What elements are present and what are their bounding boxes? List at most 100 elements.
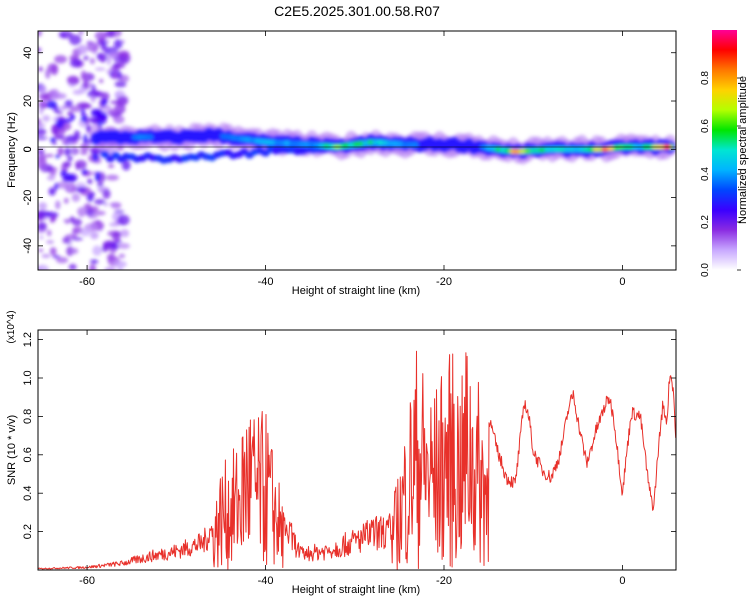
spectrogram-blob	[91, 90, 104, 97]
spectrogram-blob	[96, 187, 110, 191]
spectrogram-blob	[110, 243, 120, 250]
spectrogram-blob	[63, 161, 72, 168]
spectrogram-blob	[92, 245, 102, 256]
spectrogram-blob	[89, 57, 96, 65]
spectrogram-blob	[38, 31, 42, 37]
spectrogram-blob	[67, 155, 73, 162]
spectrogram-blob	[83, 55, 89, 61]
spectrogram-blob	[80, 70, 87, 81]
spectrogram-blob	[105, 31, 116, 38]
spectrogram-blob	[113, 115, 125, 124]
spectrogram-blob	[38, 123, 46, 128]
spectrogram-blob	[38, 153, 47, 165]
spectrogram-blob	[80, 116, 86, 122]
spectrogram-blob	[105, 174, 119, 181]
spectrogram-blob	[578, 146, 586, 153]
snr-x-ticks: -60 -40 -20 0	[79, 330, 626, 587]
spectrogram-blob	[86, 208, 94, 217]
spectrogram-blob	[38, 202, 48, 210]
x-tick-label: -60	[79, 575, 95, 587]
spectrogram-blob	[94, 34, 101, 38]
spectrogram-blob	[46, 229, 52, 237]
spectrogram-blob	[86, 42, 100, 52]
spectrogram-panel: -60 -40 -20 0 -40 -20 0 20 40 0 Height of straig…	[6, 30, 677, 297]
spectrogram-blob	[38, 210, 46, 220]
spectrogram-blob	[96, 182, 104, 187]
spectrogram-blob	[114, 260, 127, 268]
spectrogram-blob	[120, 229, 130, 238]
spectrogram-blob	[54, 182, 59, 191]
colorbar-ticks: 0.0 0.2 0.4 0.6 0.8	[700, 71, 741, 277]
y-tick-label: 1.0	[22, 370, 34, 385]
spectrogram-blob	[38, 66, 44, 72]
spectrogram-blob	[108, 51, 120, 59]
spectrogram-blob	[113, 62, 126, 69]
spectrogram-blob	[573, 146, 581, 153]
x-tick-label: -20	[436, 575, 452, 587]
spectrogram-blob	[98, 105, 112, 110]
spectrogram-blob	[45, 68, 51, 79]
spectrogram-blob	[69, 150, 76, 154]
spectrogram-blob	[118, 243, 130, 249]
spectrogram-blob	[52, 255, 61, 259]
spectrogram-blob	[38, 128, 47, 136]
figure-title: C2E5.2025.301.00.58.R07	[274, 3, 440, 19]
spectrogram-blob	[90, 259, 99, 264]
spectrogram-blob	[106, 69, 112, 75]
spectrogram-blobs	[38, 31, 676, 270]
spectrogram-x-ticks: -60 -40 -20 0	[79, 31, 626, 288]
spectrogram-blob	[45, 154, 54, 158]
spectrogram-blob	[71, 248, 79, 254]
spectrogram-blob	[72, 89, 84, 95]
spectrogram-blob	[141, 134, 149, 140]
snr-panel: -60 -40 -20 0 0.2 0.4 0.6 0.8 1.0 1.2 Height of …	[6, 310, 677, 596]
spectrogram-blob	[106, 55, 112, 66]
spectrogram-blob	[100, 92, 110, 101]
spectrogram-blob	[38, 107, 44, 115]
spectrogram-blob	[46, 240, 55, 244]
y-tick-label: 0	[22, 146, 34, 152]
spectrogram-blob	[108, 164, 115, 168]
spectrogram-blob	[90, 149, 101, 155]
spectrogram-blob	[73, 130, 81, 141]
spectrogram-blob	[69, 34, 82, 46]
spectrogram-blob	[54, 55, 67, 64]
spectrogram-blob	[367, 139, 375, 146]
spectrogram-blob	[411, 141, 419, 148]
spectrogram-blob	[64, 147, 71, 157]
snr-y-multiplier: (x10^4)	[6, 310, 17, 343]
x-tick-label: -20	[436, 276, 452, 288]
spectrogram-blob	[117, 50, 130, 58]
spectrogram-blob	[558, 146, 566, 153]
spectrogram-blob	[377, 139, 385, 146]
spectrogram-blob	[50, 64, 59, 76]
spectrogram-blob	[62, 236, 71, 244]
spectrogram-blob	[568, 146, 576, 153]
spectrogram-blob	[38, 100, 47, 110]
spectrogram-blob	[102, 188, 111, 199]
spectrogram-blob	[75, 186, 87, 193]
spectrogram-blob	[56, 256, 69, 264]
spectrogram-blob	[69, 114, 76, 121]
snr-frame	[37, 329, 677, 571]
spectrogram-blob	[38, 235, 44, 240]
spectrogram-blob	[71, 193, 81, 202]
spectrogram-frame	[37, 30, 677, 271]
spectrogram-blob	[113, 39, 123, 49]
spectrogram-blob	[66, 246, 74, 257]
spectrogram-blob	[116, 96, 128, 106]
spectrogram-blob	[68, 263, 77, 270]
spectrogram-blob	[57, 146, 64, 156]
spectrogram-blob	[115, 91, 120, 100]
spectrogram-blob	[48, 187, 56, 196]
spectrogram-blob	[62, 177, 72, 183]
colorbar: 0.0 0.2 0.4 0.6 0.8 Normalized spectral ampl…	[700, 30, 749, 277]
spectrogram-blob	[118, 253, 126, 259]
spectrogram-blob	[56, 181, 69, 189]
y-tick-label: 0.8	[22, 409, 34, 424]
spectrogram-blob	[103, 201, 108, 207]
y-tick-label: 1.2	[22, 332, 34, 347]
spectrogram-blob	[83, 134, 88, 144]
spectrogram-blob	[109, 202, 117, 207]
spectrogram-blob	[60, 32, 67, 38]
